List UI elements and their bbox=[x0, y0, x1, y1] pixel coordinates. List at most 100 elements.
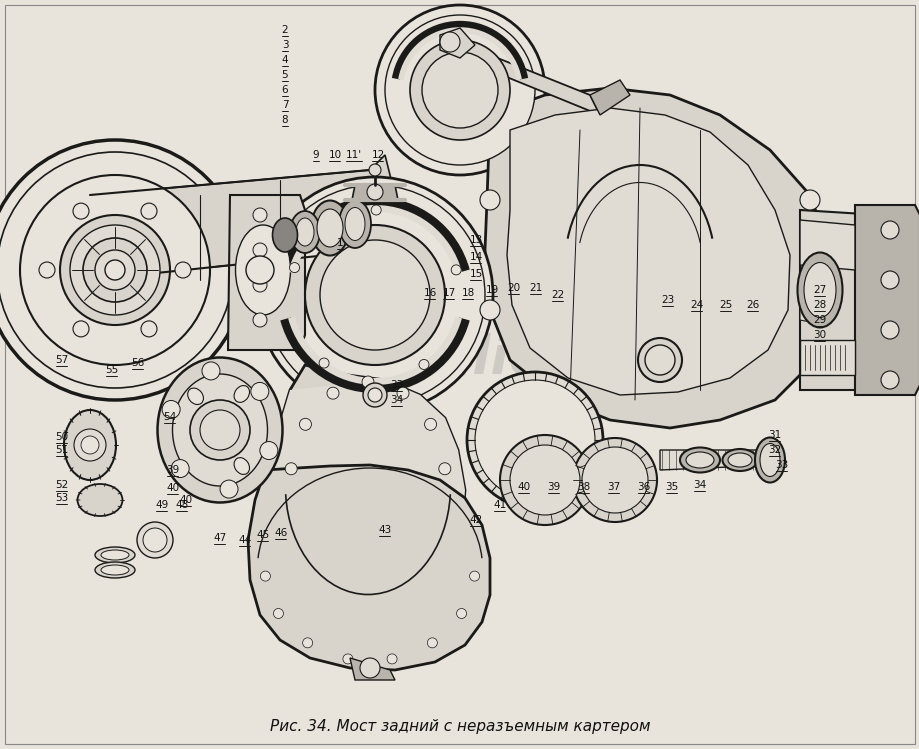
Text: 46: 46 bbox=[274, 528, 288, 538]
Text: 26: 26 bbox=[745, 300, 759, 310]
Polygon shape bbox=[272, 380, 464, 598]
Polygon shape bbox=[349, 658, 394, 680]
Circle shape bbox=[509, 445, 579, 515]
Text: 17: 17 bbox=[442, 288, 455, 298]
Ellipse shape bbox=[101, 565, 129, 575]
Ellipse shape bbox=[64, 410, 116, 480]
Circle shape bbox=[880, 221, 898, 239]
Circle shape bbox=[0, 152, 233, 388]
Text: 39: 39 bbox=[547, 482, 560, 492]
Text: 27: 27 bbox=[812, 285, 826, 295]
Text: 10: 10 bbox=[328, 150, 341, 160]
Text: 39: 39 bbox=[166, 465, 179, 475]
Circle shape bbox=[265, 185, 484, 405]
Polygon shape bbox=[854, 205, 919, 395]
Circle shape bbox=[320, 240, 429, 350]
Ellipse shape bbox=[338, 200, 370, 248]
Circle shape bbox=[361, 376, 374, 388]
Polygon shape bbox=[248, 465, 490, 670]
Text: 29: 29 bbox=[812, 315, 826, 325]
Circle shape bbox=[397, 387, 409, 399]
Circle shape bbox=[474, 380, 595, 500]
Text: 3: 3 bbox=[281, 40, 288, 50]
Text: Рис. 34. Мост задний с неразъемным картером: Рис. 34. Мост задний с неразъемным карте… bbox=[269, 720, 650, 735]
Circle shape bbox=[142, 528, 167, 552]
Polygon shape bbox=[589, 80, 630, 115]
Circle shape bbox=[141, 203, 157, 219]
Circle shape bbox=[375, 5, 544, 175]
Text: 15: 15 bbox=[469, 269, 482, 279]
Ellipse shape bbox=[173, 374, 267, 486]
Text: 32: 32 bbox=[767, 445, 781, 455]
Ellipse shape bbox=[311, 201, 348, 255]
Polygon shape bbox=[659, 450, 774, 470]
Circle shape bbox=[256, 177, 493, 413]
Text: 18: 18 bbox=[460, 288, 474, 298]
Ellipse shape bbox=[233, 386, 249, 402]
Circle shape bbox=[171, 460, 189, 478]
Text: 45: 45 bbox=[256, 530, 269, 540]
Circle shape bbox=[73, 203, 89, 219]
Text: 41: 41 bbox=[493, 500, 506, 510]
Ellipse shape bbox=[759, 443, 779, 476]
Ellipse shape bbox=[296, 218, 313, 246]
Polygon shape bbox=[484, 88, 829, 428]
Text: 53: 53 bbox=[55, 493, 69, 503]
Circle shape bbox=[245, 256, 274, 284]
Circle shape bbox=[220, 480, 238, 498]
Polygon shape bbox=[439, 28, 474, 58]
Text: 34: 34 bbox=[693, 480, 706, 490]
Polygon shape bbox=[352, 185, 398, 200]
Text: 51: 51 bbox=[55, 445, 69, 455]
Text: 21: 21 bbox=[528, 283, 542, 293]
Circle shape bbox=[326, 387, 338, 399]
Text: 22: 22 bbox=[550, 290, 564, 300]
Circle shape bbox=[202, 362, 220, 380]
Circle shape bbox=[199, 410, 240, 450]
Text: 55: 55 bbox=[106, 365, 119, 375]
Circle shape bbox=[438, 463, 450, 475]
Text: 5: 5 bbox=[281, 70, 288, 80]
Circle shape bbox=[190, 400, 250, 460]
Circle shape bbox=[141, 321, 157, 337]
Circle shape bbox=[480, 190, 499, 210]
Polygon shape bbox=[800, 220, 854, 270]
Circle shape bbox=[880, 271, 898, 289]
Ellipse shape bbox=[317, 209, 343, 247]
Text: 57: 57 bbox=[55, 355, 69, 365]
Ellipse shape bbox=[187, 388, 203, 404]
Text: 4: 4 bbox=[281, 55, 288, 65]
Circle shape bbox=[253, 208, 267, 222]
Text: 47: 47 bbox=[213, 533, 226, 543]
Polygon shape bbox=[90, 155, 394, 280]
Ellipse shape bbox=[679, 447, 720, 473]
Circle shape bbox=[299, 418, 312, 430]
Circle shape bbox=[273, 608, 283, 619]
Text: 49: 49 bbox=[155, 500, 168, 510]
Ellipse shape bbox=[157, 357, 282, 503]
Text: 48: 48 bbox=[176, 500, 188, 510]
Circle shape bbox=[285, 463, 297, 475]
Circle shape bbox=[387, 654, 397, 664]
Circle shape bbox=[305, 225, 445, 365]
Circle shape bbox=[410, 40, 509, 140]
Polygon shape bbox=[800, 270, 839, 300]
Ellipse shape bbox=[95, 547, 135, 563]
Text: 28: 28 bbox=[812, 300, 826, 310]
Text: 40: 40 bbox=[166, 483, 179, 493]
Text: 12: 12 bbox=[371, 150, 384, 160]
Polygon shape bbox=[272, 365, 464, 598]
Circle shape bbox=[60, 215, 170, 325]
Circle shape bbox=[73, 321, 89, 337]
Text: 31: 31 bbox=[767, 430, 781, 440]
Circle shape bbox=[439, 32, 460, 52]
Ellipse shape bbox=[345, 207, 365, 240]
Circle shape bbox=[456, 608, 466, 619]
Circle shape bbox=[253, 243, 267, 257]
Circle shape bbox=[74, 429, 106, 461]
Text: 43: 43 bbox=[378, 525, 391, 535]
Circle shape bbox=[0, 140, 244, 400]
Circle shape bbox=[469, 571, 479, 581]
Circle shape bbox=[83, 238, 147, 302]
Text: 52: 52 bbox=[55, 480, 69, 490]
